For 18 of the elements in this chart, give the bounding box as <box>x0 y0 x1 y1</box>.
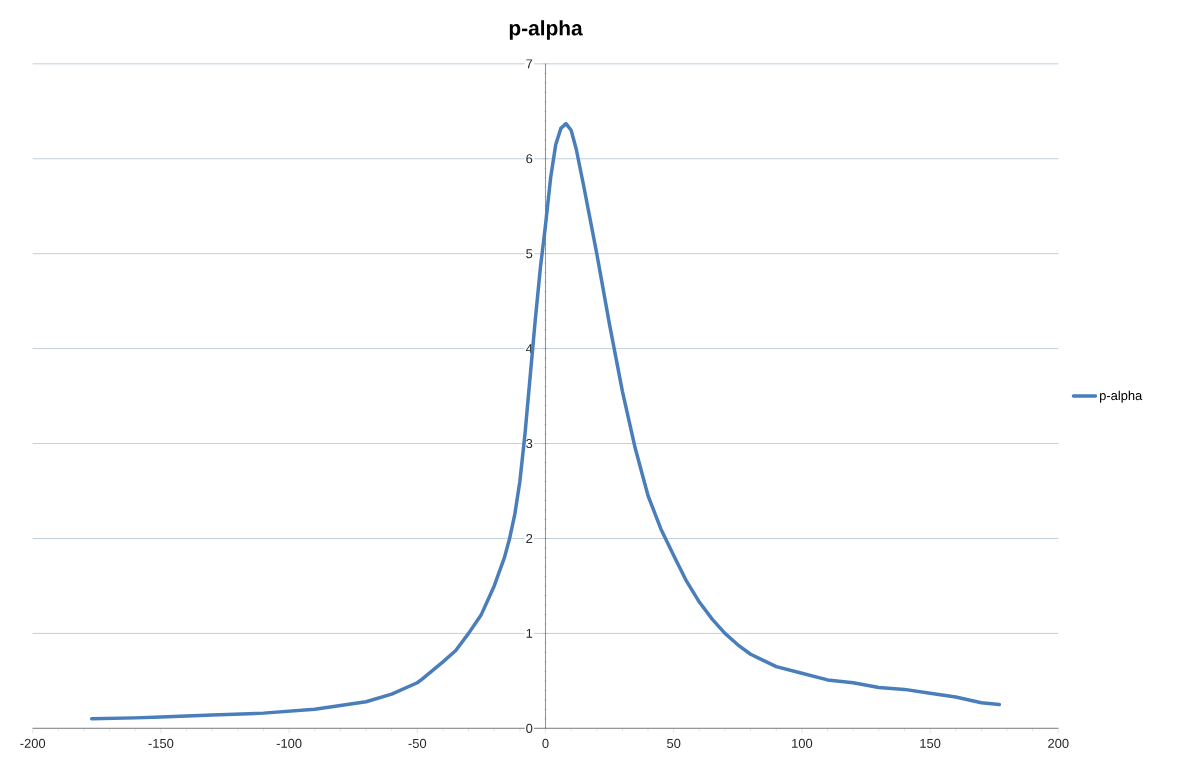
x-tick-label: 0 <box>542 738 549 748</box>
y-tick-label: 5 <box>526 249 533 259</box>
y-tick-label: 6 <box>526 154 533 164</box>
x-tick-label: -200 <box>20 738 46 748</box>
x-tick-label: -100 <box>276 738 302 748</box>
y-tick-label: 0 <box>526 723 533 733</box>
x-tick-label: -50 <box>408 738 427 748</box>
y-tick-label: 3 <box>526 438 533 448</box>
x-tick-label: 200 <box>1048 738 1069 748</box>
legend-label: p-alpha <box>1099 390 1143 403</box>
y-tick-label: 2 <box>526 533 533 543</box>
x-tick-label: -150 <box>148 738 174 748</box>
y-tick-label: 7 <box>526 59 533 69</box>
y-tick-label: 1 <box>526 628 533 638</box>
x-tick-label: 50 <box>667 738 681 748</box>
x-tick-label: 150 <box>920 738 941 748</box>
x-tick-label: 100 <box>792 738 813 748</box>
chart-title: p-alpha <box>509 20 583 40</box>
